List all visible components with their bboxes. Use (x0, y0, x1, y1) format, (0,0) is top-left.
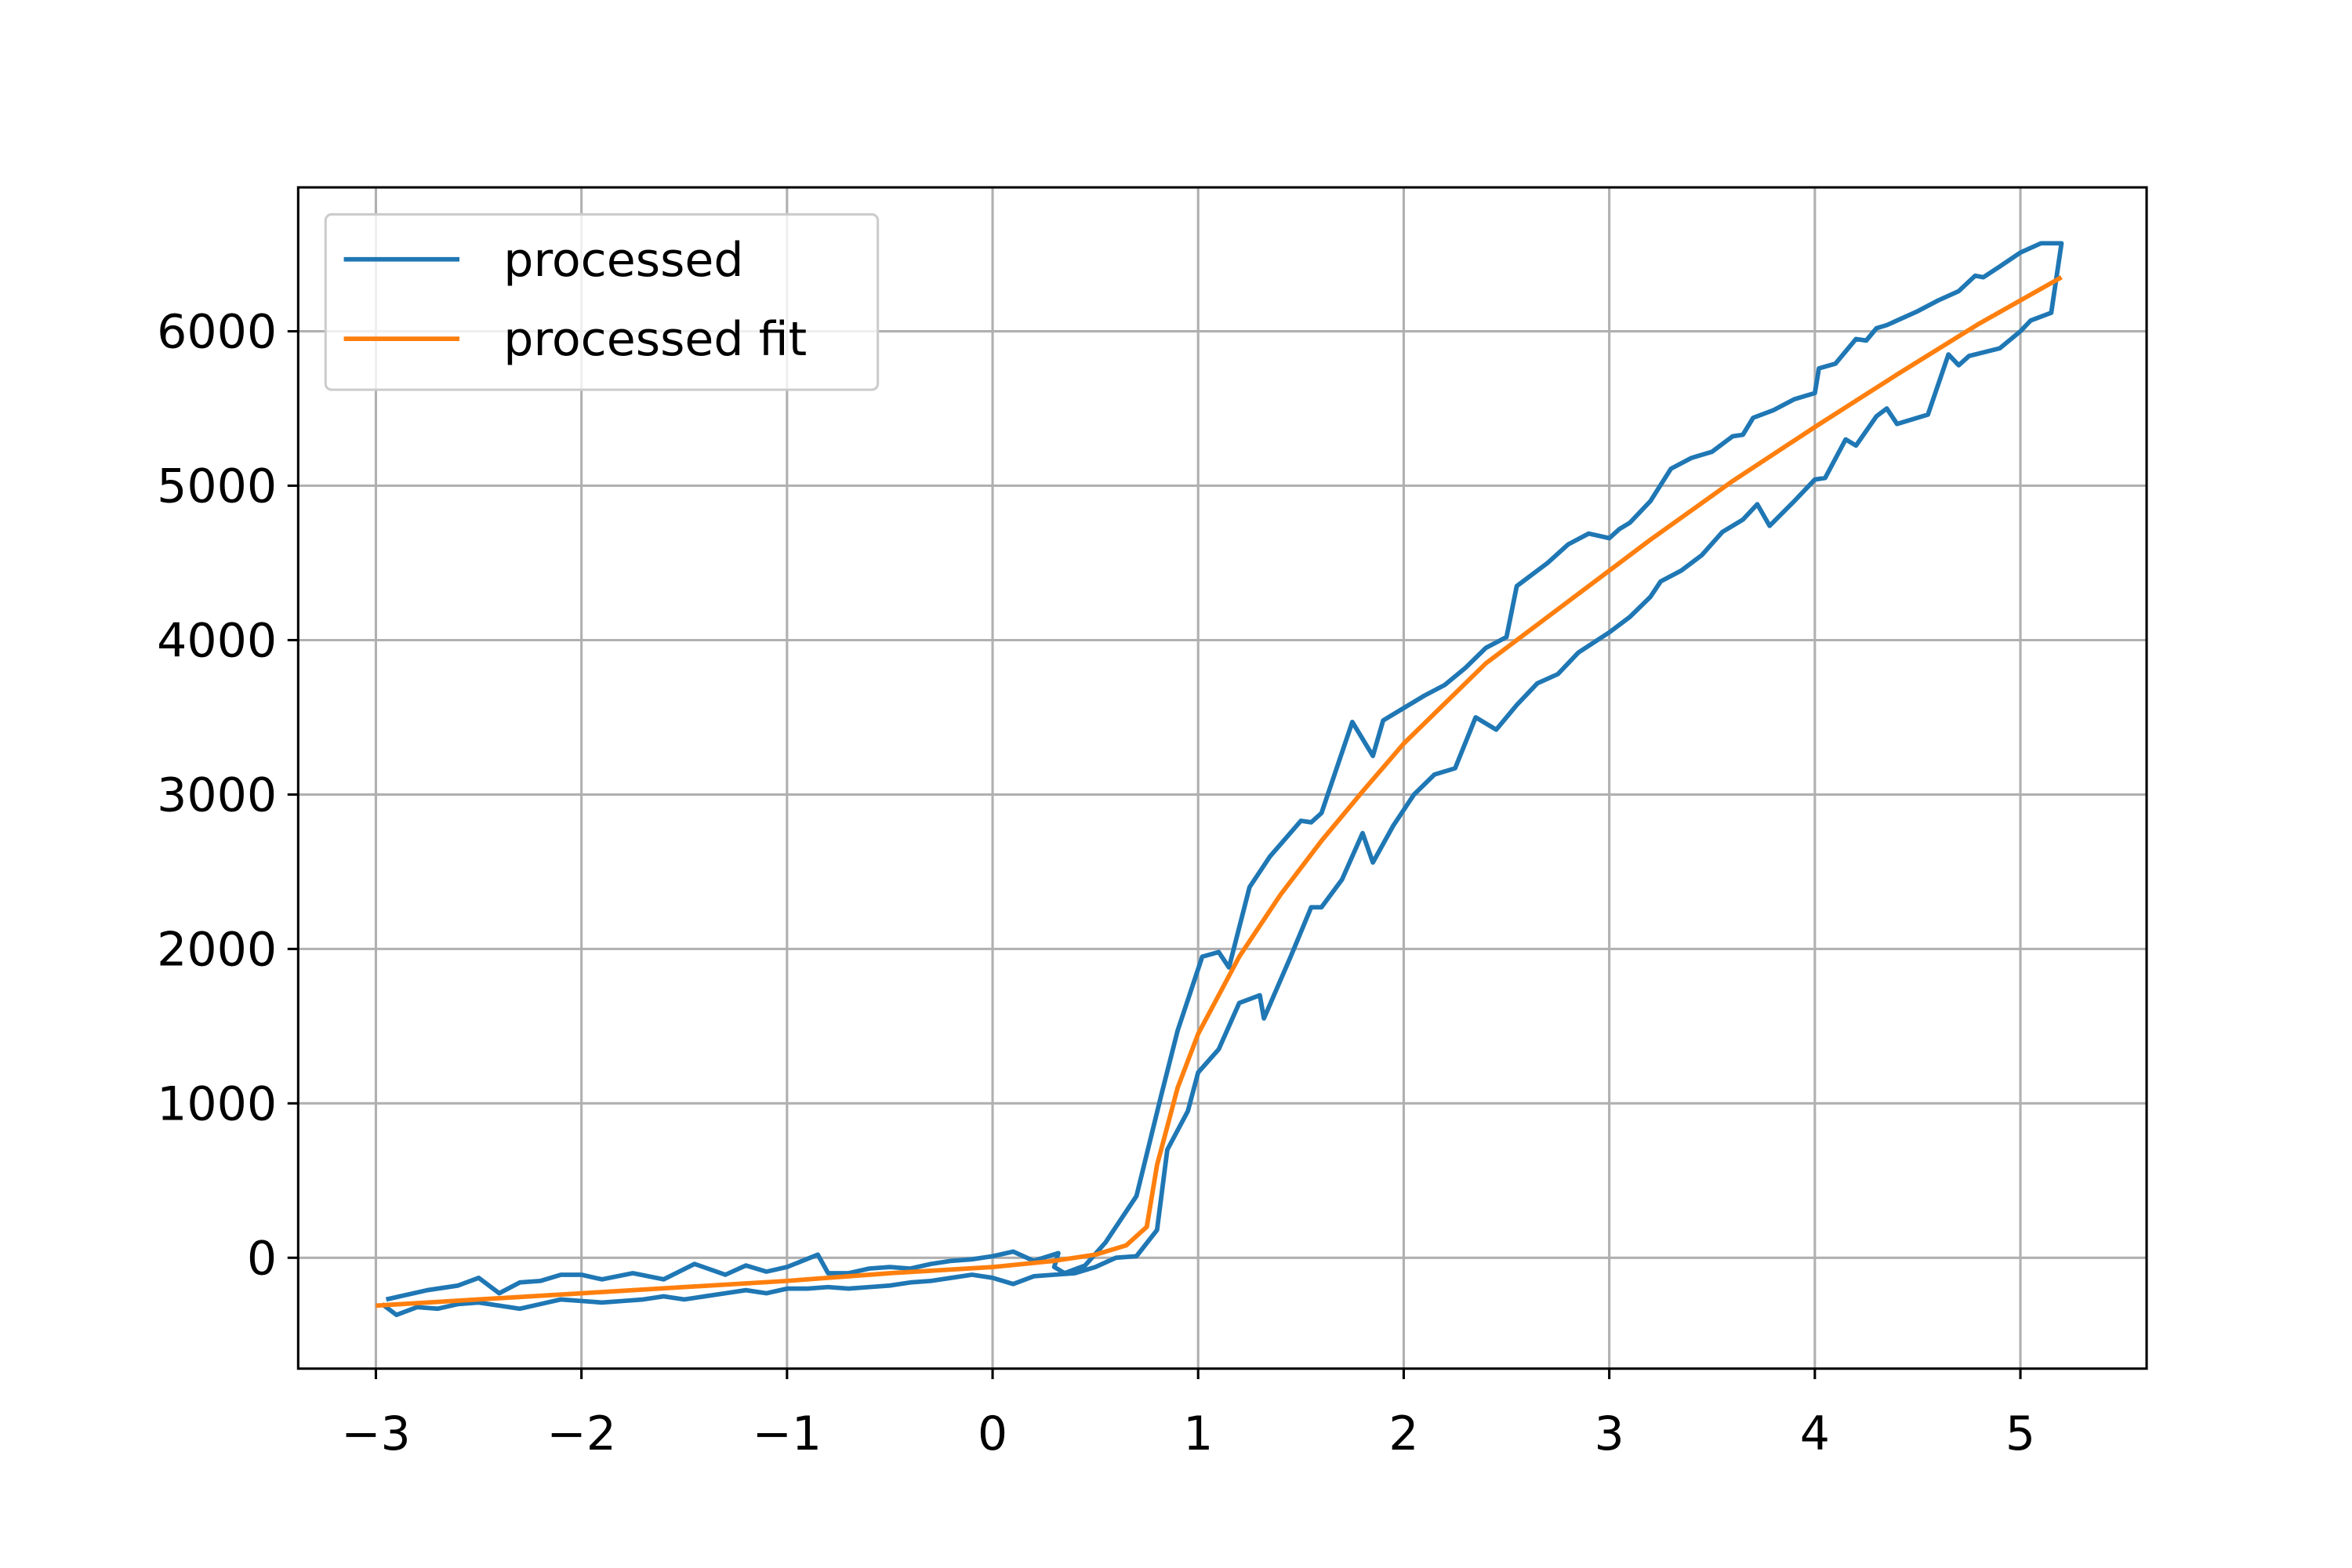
legend: processed processed fit (324, 212, 880, 391)
x-tick-label: −3 (341, 1407, 411, 1461)
y-tick-label: 3000 (157, 769, 277, 822)
y-tick-label: 4000 (157, 615, 277, 668)
legend-label: processed (503, 234, 743, 287)
y-tick-label: 6000 (157, 306, 277, 359)
legend-box (324, 212, 880, 391)
y-tick-label: 2000 (157, 924, 277, 977)
x-tick-label: 2 (1388, 1407, 1418, 1461)
x-tick-label: 5 (2005, 1407, 2035, 1461)
x-tick-label: 0 (978, 1407, 1007, 1461)
y-tick-label: 5000 (157, 460, 277, 514)
legend-label: processed fit (503, 314, 807, 367)
data-line (376, 275, 2063, 1308)
y-tick-label: 0 (247, 1232, 277, 1286)
x-tick-label: 1 (1183, 1407, 1213, 1461)
x-tick-label: −2 (546, 1407, 616, 1461)
x-tick-label: 4 (1800, 1407, 1830, 1461)
x-tick-label: 3 (1595, 1407, 1624, 1461)
data-line (380, 241, 2064, 1318)
x-tick-label: −1 (753, 1407, 822, 1461)
plot-frame (296, 186, 2148, 1370)
y-tick-label: 1000 (157, 1078, 277, 1131)
